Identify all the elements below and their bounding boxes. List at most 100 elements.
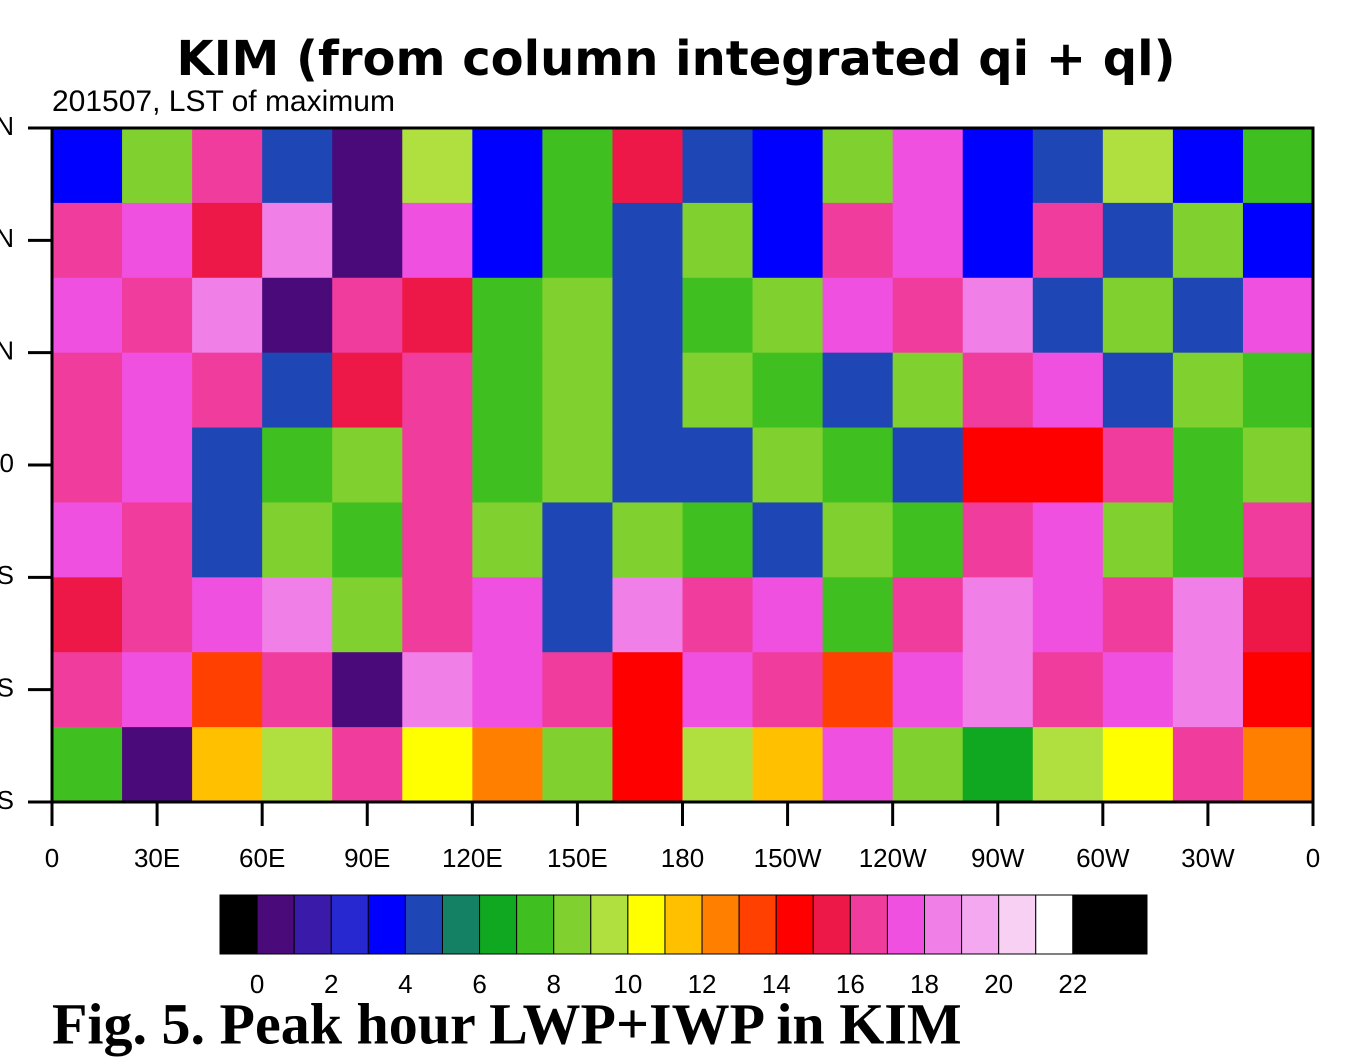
field-cell — [752, 427, 824, 503]
field-cell — [822, 652, 894, 728]
field-cell — [472, 427, 543, 503]
colorbar-box — [738, 894, 777, 955]
field-cell — [962, 277, 1034, 354]
field-cell — [332, 502, 403, 578]
field-cell — [262, 352, 333, 429]
field-cell — [612, 352, 683, 429]
field-cell — [1172, 502, 1244, 578]
field-cell — [682, 352, 754, 429]
field-cell — [1032, 577, 1104, 653]
colorbar-box — [367, 894, 406, 955]
field-cell — [332, 727, 403, 803]
field-cell — [1102, 502, 1174, 578]
field-cell — [52, 727, 123, 803]
field-cell — [822, 427, 894, 503]
colorbar-box — [924, 894, 963, 955]
field-cell — [472, 727, 543, 803]
field-cell — [1242, 577, 1314, 653]
field-cell — [682, 577, 754, 653]
colorbar-box — [775, 894, 814, 955]
field-cell — [892, 652, 964, 728]
field-cell — [1172, 202, 1244, 279]
colorbar-label: 16 — [836, 969, 865, 999]
colorbar-box — [404, 894, 443, 955]
x-tick-label: 120W — [859, 843, 927, 873]
field-cell — [52, 202, 123, 279]
colorbar-label: 14 — [762, 969, 791, 999]
colorbar-box — [701, 894, 740, 955]
y-tick-label: S — [0, 785, 14, 815]
colorbar-box — [330, 894, 369, 955]
field-cell — [822, 352, 894, 429]
field-cell — [962, 128, 1034, 204]
colorbar-label: 18 — [910, 969, 939, 999]
field-cell — [472, 577, 543, 653]
field-cell — [822, 277, 894, 354]
colorbar-label: 6 — [472, 969, 486, 999]
field-cell — [472, 652, 543, 728]
y-tick-label: 0 — [0, 448, 14, 478]
colorbar-box — [553, 894, 592, 955]
field-cell — [1172, 277, 1244, 354]
field-cell — [962, 352, 1034, 429]
field-cell — [192, 277, 263, 354]
field-cell — [1102, 427, 1174, 503]
field-cell — [122, 652, 193, 728]
field-cell — [892, 128, 964, 204]
field-cell — [52, 652, 123, 728]
field-cell — [962, 652, 1034, 728]
colorbar-label: 20 — [984, 969, 1013, 999]
field-cell — [1032, 277, 1104, 354]
field-cell — [1032, 128, 1104, 204]
field-cell — [402, 502, 473, 578]
field-cell — [752, 502, 824, 578]
x-tick-label: 150E — [547, 843, 608, 873]
x-tick-label: 60E — [239, 843, 285, 873]
field-cell — [262, 502, 333, 578]
field-cell — [192, 577, 263, 653]
field-cell — [542, 128, 613, 204]
colorbar-box — [479, 894, 518, 955]
colorbar-label: 2 — [324, 969, 338, 999]
colorbar-box — [256, 894, 295, 955]
field-cell — [752, 128, 824, 204]
field-cell — [752, 652, 824, 728]
field-cell — [892, 727, 964, 803]
field-cell — [682, 128, 754, 204]
field-cell — [52, 352, 123, 429]
x-tick-label: 60W — [1076, 843, 1130, 873]
field-cell — [612, 652, 683, 728]
field-cell — [332, 352, 403, 429]
field-cell — [1032, 727, 1104, 803]
x-tick-label: 30E — [134, 843, 180, 873]
field-cell — [1172, 427, 1244, 503]
field-cell — [52, 128, 123, 204]
colorbar-box — [1072, 894, 1148, 955]
field-cell — [682, 202, 754, 279]
field-cell — [612, 727, 683, 803]
field — [52, 128, 1314, 803]
field-cell — [822, 727, 894, 803]
colorbar-label: 12 — [688, 969, 717, 999]
y-tick-label: S — [0, 560, 14, 590]
field-cell — [1242, 352, 1314, 429]
field-cell — [402, 202, 473, 279]
y-tick-label: N — [0, 111, 14, 141]
colorbar-box — [516, 894, 555, 955]
y-tick-label: S — [0, 673, 14, 703]
colorbar-label: 8 — [546, 969, 560, 999]
field-cell — [1032, 352, 1104, 429]
y-tick-label: N — [0, 336, 14, 366]
x-tick-label: 90W — [971, 843, 1025, 873]
field-cell — [612, 202, 683, 279]
field-cell — [962, 577, 1034, 653]
field-cell — [262, 652, 333, 728]
field-cell — [1102, 652, 1174, 728]
colorbar-box — [998, 894, 1037, 955]
colorbar-box — [886, 894, 926, 955]
field-cell — [892, 427, 964, 503]
field-cell — [1172, 128, 1244, 204]
field-cell — [892, 277, 964, 354]
field-cell — [682, 277, 754, 354]
